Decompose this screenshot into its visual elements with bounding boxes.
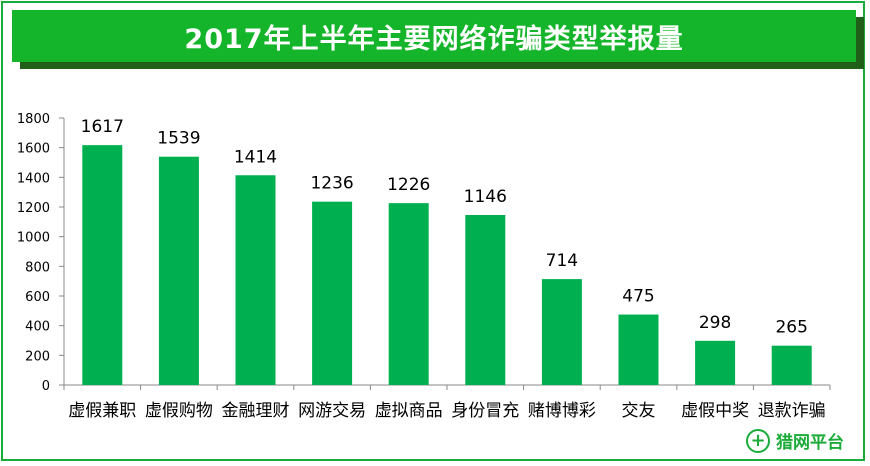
x-tick-label: 退款诈骗 bbox=[758, 401, 826, 421]
data-label: 475 bbox=[622, 287, 654, 307]
y-tick-label: 200 bbox=[25, 349, 50, 364]
bar bbox=[82, 145, 123, 385]
y-tick-label: 600 bbox=[25, 290, 50, 305]
bar bbox=[388, 203, 429, 385]
x-tick-label: 身份冒充 bbox=[451, 401, 519, 421]
bar bbox=[465, 215, 506, 385]
data-label: 1414 bbox=[234, 147, 277, 167]
y-tick-label: 1200 bbox=[17, 201, 50, 216]
x-tick-label: 网游交易 bbox=[298, 401, 366, 421]
brand-logo: + 猎网平台 bbox=[746, 428, 844, 453]
x-tick-label: 虚假兼职 bbox=[68, 401, 136, 421]
x-tick-label: 交友 bbox=[622, 401, 656, 421]
bar bbox=[541, 279, 582, 385]
x-tick-label: 虚拟商品 bbox=[375, 401, 443, 421]
y-tick-label: 1800 bbox=[17, 112, 50, 127]
data-label: 714 bbox=[546, 251, 578, 271]
y-tick-label: 800 bbox=[25, 260, 50, 275]
bar bbox=[771, 345, 812, 385]
y-tick-label: 0 bbox=[42, 379, 50, 394]
x-tick-label: 虚假购物 bbox=[145, 401, 213, 421]
data-label: 1539 bbox=[157, 129, 200, 149]
cross-circle-icon: + bbox=[746, 428, 770, 453]
y-tick-label: 1000 bbox=[17, 231, 50, 246]
data-label: 298 bbox=[699, 313, 731, 333]
x-tick-label: 虚假中奖 bbox=[681, 401, 749, 421]
bar bbox=[312, 201, 353, 385]
bar bbox=[235, 175, 276, 385]
y-tick-label: 1600 bbox=[17, 142, 50, 157]
data-label: 1236 bbox=[310, 174, 353, 194]
data-label: 1226 bbox=[387, 175, 430, 195]
data-label: 1146 bbox=[464, 187, 507, 207]
bar bbox=[695, 340, 736, 385]
x-tick-label: 赌博博彩 bbox=[528, 401, 596, 421]
y-tick-label: 400 bbox=[25, 320, 50, 335]
data-label: 1617 bbox=[81, 117, 124, 137]
x-tick-label: 金融理财 bbox=[222, 401, 290, 421]
title-banner: 2017年上半年主要网络诈骗类型举报量 bbox=[12, 10, 856, 62]
bar bbox=[618, 314, 659, 385]
brand-name: 猎网平台 bbox=[776, 433, 844, 453]
bar bbox=[158, 156, 199, 385]
y-tick-label: 1400 bbox=[17, 171, 50, 186]
chart-title: 2017年上半年主要网络诈骗类型举报量 bbox=[184, 23, 684, 55]
data-label: 265 bbox=[775, 318, 807, 338]
